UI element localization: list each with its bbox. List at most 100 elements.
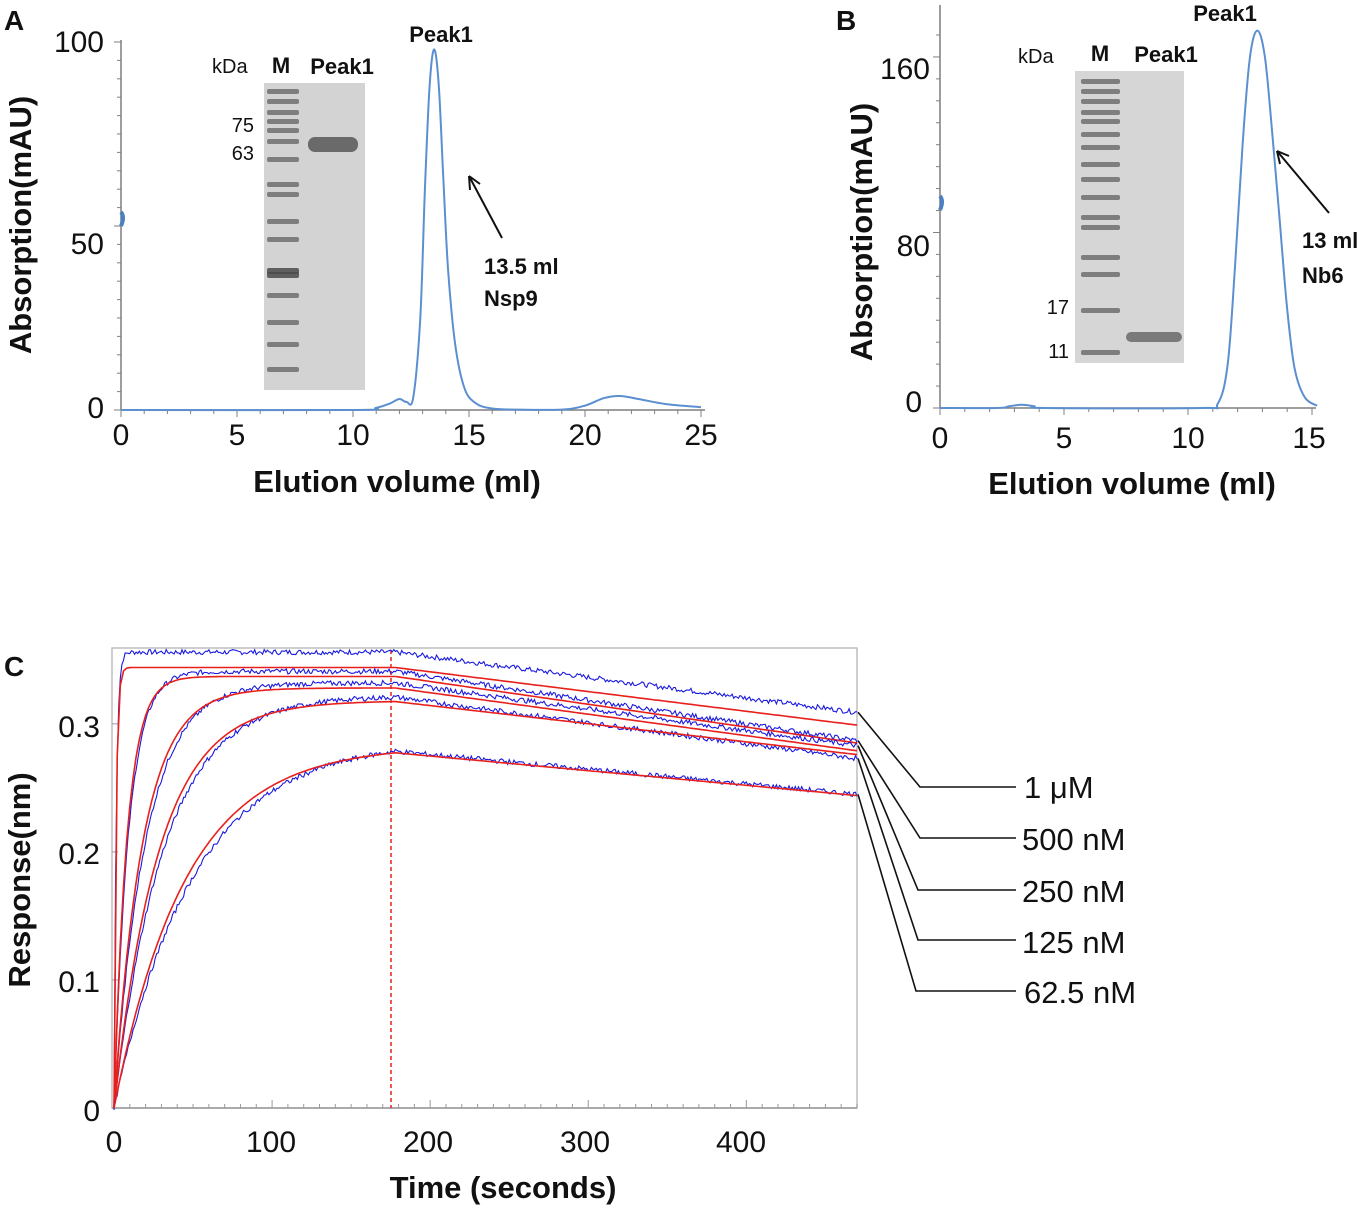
panel-b-xtick: 15 bbox=[1292, 422, 1325, 455]
gel-a-ladder-band bbox=[267, 99, 299, 104]
panel-c-minor-ticks bbox=[112, 723, 858, 1108]
panel-a-peak-label: Peak1 bbox=[409, 22, 473, 47]
gel-b-lane-peak: Peak1 bbox=[1134, 42, 1198, 67]
gel-b-ladder-band bbox=[1081, 110, 1120, 115]
panel-a-annotation-protein: Nsp9 bbox=[484, 286, 538, 311]
panel-a-ytick: 100 bbox=[54, 26, 104, 59]
gel-a-ladder-band bbox=[267, 128, 299, 133]
gel-b-ladder-band bbox=[1081, 99, 1120, 104]
gel-b-ladder-band bbox=[1081, 79, 1120, 84]
panel-a-xtick: 10 bbox=[336, 419, 369, 452]
panel-c-xtick: 400 bbox=[716, 1126, 766, 1159]
gel-b-ladder-band bbox=[1081, 145, 1120, 150]
gel-a-ladder-band bbox=[267, 119, 299, 124]
panel-a-ytick: 50 bbox=[71, 228, 104, 261]
gel-a-lane-m: M bbox=[272, 53, 290, 78]
panel-b-arrowhead bbox=[1276, 150, 1290, 165]
gel-a-ladder-band bbox=[267, 110, 299, 115]
panel-c-curves bbox=[113, 648, 858, 1111]
panel-c-fit-62-5-nm bbox=[113, 751, 858, 1109]
gel-b-ladder-band bbox=[1081, 89, 1120, 94]
gel-a-marker: 63 bbox=[232, 143, 254, 165]
panel-a-y-title: Absorption(mAU) bbox=[3, 96, 38, 354]
leader-250-nm bbox=[857, 745, 1016, 891]
gel-a-ladder-band bbox=[267, 342, 299, 347]
gel-b-protein-band bbox=[1126, 332, 1182, 342]
panel-c-data-1-m bbox=[113, 648, 858, 1109]
gel-b-ladder-band bbox=[1081, 195, 1120, 200]
panel-a-arrowhead bbox=[468, 175, 481, 191]
gel-a-ladder-band bbox=[267, 192, 299, 197]
gel-b-ladder-band bbox=[1081, 215, 1120, 220]
panel-b-minor-ticks bbox=[933, 34, 1313, 415]
panel-a-annotation-volume: 13.5 ml bbox=[484, 254, 559, 279]
panel-a-xtick: 5 bbox=[229, 419, 246, 452]
panel-a-arrow bbox=[468, 175, 503, 239]
gel-a-protein-band bbox=[308, 137, 358, 152]
gel-a-marker: 75 bbox=[232, 115, 254, 137]
panel-c-fit-1-m bbox=[113, 666, 858, 1109]
gel-a-ladder-band bbox=[267, 89, 299, 94]
panel-c-ytick: 0.3 bbox=[58, 711, 100, 744]
panel-c-ytick: 0 bbox=[83, 1095, 100, 1128]
gel-b-lane-m: M bbox=[1091, 41, 1109, 66]
panel-b-label: B bbox=[836, 5, 856, 36]
panel-b-axis-marker bbox=[938, 194, 944, 211]
panel-c-ytick: 0.1 bbox=[58, 966, 100, 999]
gel-b-unit: kDa bbox=[1018, 46, 1054, 68]
legend-125nm: 125 nM bbox=[1022, 925, 1125, 960]
panel-b-arrow bbox=[1276, 150, 1330, 214]
panel-a-minor-ticks bbox=[114, 41, 702, 417]
panel-b-annotation-volume: 13 ml bbox=[1302, 228, 1358, 253]
gel-a-ladder-band bbox=[267, 320, 299, 325]
panel-a-xtick: 15 bbox=[452, 419, 485, 452]
gel-a-ladder-band bbox=[267, 157, 299, 162]
panel-c-xtick: 300 bbox=[560, 1126, 610, 1159]
gel-a-image bbox=[264, 83, 365, 390]
panel-a-xtick: 20 bbox=[568, 419, 601, 452]
panel-c-data-62-5-nm bbox=[113, 748, 858, 1107]
gel-a-ladder-band bbox=[267, 182, 299, 187]
gel-b-ladder-band bbox=[1081, 350, 1120, 355]
gel-b-marker: 11 bbox=[1048, 341, 1069, 363]
gel-a-ladder-band bbox=[267, 219, 299, 224]
panel-b-xtick: 5 bbox=[1056, 422, 1073, 455]
leader-125-nm bbox=[857, 758, 1016, 941]
panel-a: A 100 50 0 0 5 10 15 20 25 Elution volum… bbox=[3, 5, 718, 499]
panel-c-legend-leaders bbox=[857, 711, 1016, 992]
panel-c: C 0.3 0.2 0.1 0 0 100 200 300 400 Time (… bbox=[2, 647, 1136, 1205]
panel-b-ytick: 0 bbox=[905, 386, 922, 419]
panel-a-axis-marker bbox=[119, 210, 125, 227]
panel-b-ytick: 160 bbox=[880, 53, 930, 86]
legend-1um: 1 μM bbox=[1024, 770, 1094, 805]
panel-a-x-title: Elution volume (ml) bbox=[253, 464, 541, 499]
leader-62-5-nm bbox=[857, 794, 1016, 992]
panel-c-xtick: 200 bbox=[403, 1126, 453, 1159]
gel-a-ladder-band bbox=[267, 139, 299, 144]
gel-b-ladder-band bbox=[1081, 272, 1120, 277]
panel-c-fit-500-nm bbox=[113, 675, 858, 1109]
panel-a-ytick: 0 bbox=[87, 392, 104, 425]
legend-62-5nm: 62.5 nM bbox=[1024, 975, 1136, 1010]
gel-b-ladder-band bbox=[1081, 255, 1120, 260]
leader-500-nm bbox=[857, 740, 1016, 839]
panel-a-label: A bbox=[4, 5, 24, 36]
panel-c-xtick: 0 bbox=[106, 1126, 123, 1159]
panel-a-trace bbox=[120, 48, 702, 412]
legend-500nm: 500 nM bbox=[1022, 822, 1125, 857]
gel-b-ladder-band bbox=[1081, 225, 1120, 230]
panel-b-xtick: 0 bbox=[932, 422, 949, 455]
gel-a-ladder bbox=[267, 89, 299, 372]
panel-b-x-title: Elution volume (ml) bbox=[988, 466, 1276, 501]
panel-c-y-title: Response(nm) bbox=[2, 772, 37, 987]
gel-a-ladder-band bbox=[267, 293, 299, 298]
panel-b-ytick: 80 bbox=[897, 230, 930, 263]
gel-b-ladder-band bbox=[1081, 132, 1120, 137]
gel-a-ladder-band bbox=[267, 237, 299, 242]
panel-c-xtick: 100 bbox=[246, 1126, 296, 1159]
gel-a-unit: kDa bbox=[212, 56, 248, 78]
panel-b-xtick: 10 bbox=[1171, 422, 1204, 455]
gel-b-ladder-band bbox=[1081, 162, 1120, 167]
panel-b-y-title: Absorption(mAU) bbox=[844, 103, 879, 361]
